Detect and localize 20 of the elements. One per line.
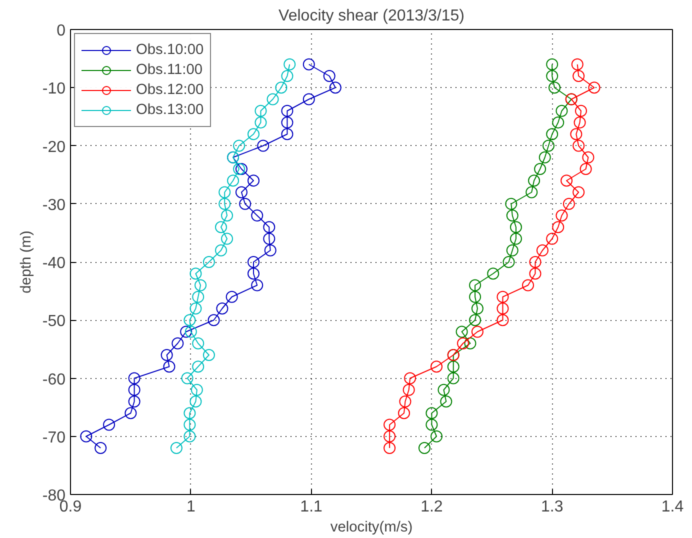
y-tick-label: -20 [42, 138, 66, 156]
y-tick-label: 0 [56, 22, 66, 40]
x-tick-label: 1.2 [420, 498, 443, 516]
y-tick-label: -10 [42, 80, 66, 98]
y-tick-label: -70 [42, 429, 66, 446]
x-tick-label: 1 [186, 498, 196, 516]
legend-label: Obs.10:00 [136, 42, 204, 58]
chart-title: Velocity shear (2013/3/15) [278, 8, 464, 24]
x-tick-label: 1.1 [300, 498, 323, 516]
y-tick-label: -30 [42, 196, 66, 214]
x-tick-label: 1.4 [661, 498, 684, 516]
legend-label: Obs.13:00 [136, 102, 204, 118]
y-tick-label: -50 [42, 313, 66, 330]
y-tick-label: -60 [42, 371, 66, 388]
y-axis-title: depth (m) [18, 230, 34, 294]
x-axis-title: velocity(m/s) [330, 520, 413, 536]
legend-label: Obs.11:00 [136, 62, 203, 78]
y-tick-label: -40 [42, 255, 66, 272]
legend-label: Obs.12:00 [136, 82, 204, 98]
x-tick-label: 1.3 [540, 498, 564, 516]
